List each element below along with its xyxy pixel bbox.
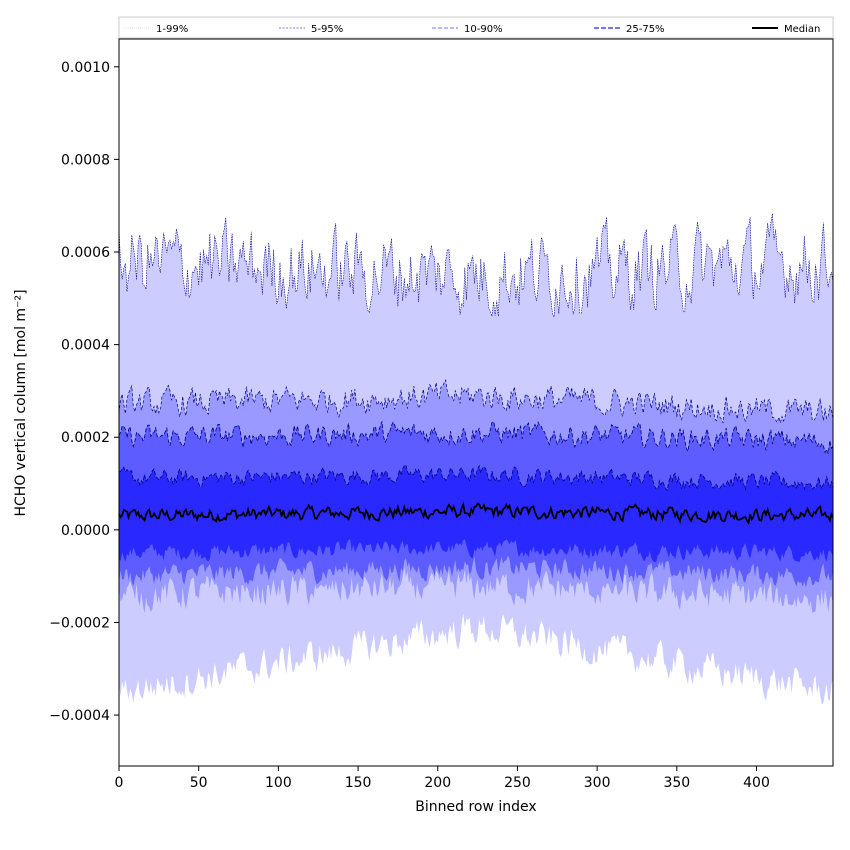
x-tick-label: 400: [743, 775, 770, 791]
legend-label: 1-99%: [156, 24, 188, 35]
y-tick-label: −0.0002: [49, 615, 110, 631]
x-tick-label: 200: [424, 775, 451, 791]
y-axis-title: HCHO vertical column [mol m⁻²]: [13, 289, 29, 516]
lines-layer: [118, 213, 834, 526]
y-axis: −0.0004 −0.0002 0.0000 0.0002 0.0004 0.0006 0.…: [49, 60, 119, 724]
line-p99: [118, 213, 834, 319]
x-tick-label: 50: [190, 775, 208, 791]
legend-label: Median: [784, 24, 820, 35]
y-tick-label: 0.0008: [61, 152, 110, 168]
line-p95: [118, 378, 834, 425]
legend: 1-99% 5-95% 10-90% 25-75% Median: [118, 16, 834, 39]
band-25-75: [119, 464, 833, 563]
line-p75: [118, 464, 834, 492]
y-tick-label: −0.0004: [49, 708, 110, 724]
legend-label: 5-95%: [311, 24, 343, 35]
y-tick-label: 0.0000: [61, 523, 110, 539]
x-tick-label: 0: [115, 775, 124, 791]
x-tick-label: 150: [345, 775, 372, 791]
x-tick-label: 250: [504, 775, 531, 791]
y-tick-label: 0.0006: [61, 245, 110, 261]
legend-label: 25-75%: [626, 24, 665, 35]
x-axis: 0 50 100 150 200 250 300 350 400: [115, 766, 770, 791]
y-tick-label: 0.0004: [61, 338, 110, 354]
x-axis-title: Binned row index: [415, 799, 536, 815]
y-tick-label: 0.0010: [61, 60, 110, 76]
x-tick-label: 100: [265, 775, 292, 791]
x-tick-label: 300: [584, 775, 611, 791]
plot-frame: [118, 38, 834, 767]
line-p90: [118, 421, 834, 455]
legend-label: 10-90%: [464, 24, 503, 35]
legend-box: [118, 16, 834, 39]
y-tick-label: 0.0002: [61, 430, 110, 446]
bands-layer: [119, 213, 833, 705]
line-median: [118, 501, 834, 526]
x-tick-label: 350: [663, 775, 690, 791]
